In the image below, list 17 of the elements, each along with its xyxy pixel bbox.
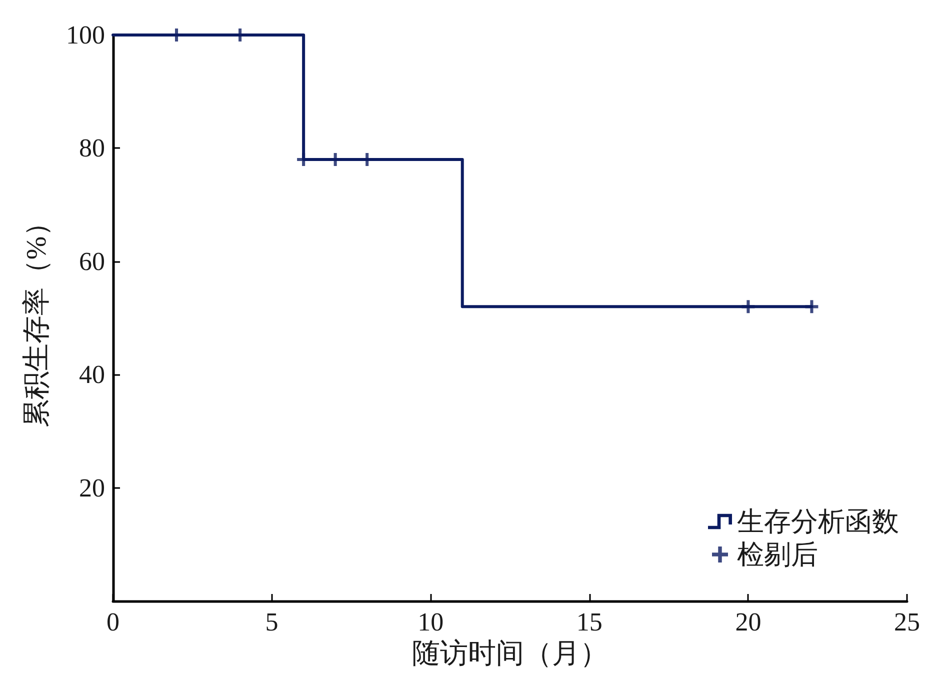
point bbox=[742, 300, 755, 314]
y-tick-label: 40 bbox=[79, 360, 105, 390]
x-tick-label: 10 bbox=[418, 608, 444, 636]
legend-label: 生存分析函数 bbox=[737, 506, 899, 536]
y-axis-title: 累积生存率（%） bbox=[22, 208, 52, 428]
x-tick-label: 20 bbox=[735, 608, 762, 636]
y-tick-label: 20 bbox=[79, 473, 105, 502]
point bbox=[805, 300, 818, 314]
x-tick-label: 5 bbox=[265, 608, 278, 636]
x-tick-label: 15 bbox=[576, 608, 602, 636]
y-tick-label: 80 bbox=[79, 134, 105, 163]
x-axis-title: 随访时间（月） bbox=[412, 638, 608, 670]
legend-label: 检剔后 bbox=[737, 540, 818, 570]
x-tick-label: 25 bbox=[894, 608, 920, 636]
x-tick-label: 0 bbox=[106, 608, 120, 636]
y-tick-label: 60 bbox=[79, 246, 105, 276]
y-tick-label: 100 bbox=[66, 20, 105, 50]
